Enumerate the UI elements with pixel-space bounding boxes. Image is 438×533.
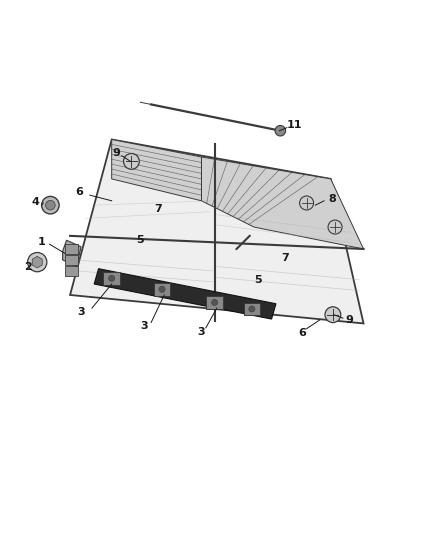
Polygon shape — [63, 240, 81, 266]
Polygon shape — [112, 140, 201, 201]
Circle shape — [325, 307, 341, 322]
Circle shape — [28, 253, 47, 272]
Text: 11: 11 — [286, 120, 302, 131]
Text: 7: 7 — [281, 253, 289, 263]
Text: 1: 1 — [38, 237, 46, 247]
Polygon shape — [94, 269, 276, 319]
Text: 8: 8 — [328, 193, 336, 204]
Circle shape — [42, 197, 59, 214]
Polygon shape — [32, 256, 42, 268]
Text: 7: 7 — [154, 204, 162, 214]
Circle shape — [159, 286, 165, 292]
Circle shape — [212, 300, 218, 305]
Text: 3: 3 — [77, 308, 85, 318]
Circle shape — [300, 196, 314, 210]
Polygon shape — [103, 272, 120, 285]
Circle shape — [109, 275, 115, 281]
Circle shape — [275, 125, 286, 136]
Text: 2: 2 — [25, 262, 32, 271]
Polygon shape — [65, 244, 78, 254]
Circle shape — [249, 306, 255, 312]
Text: 5: 5 — [136, 235, 144, 245]
Circle shape — [328, 220, 342, 234]
Polygon shape — [244, 303, 260, 315]
Text: 5: 5 — [254, 274, 262, 285]
Circle shape — [124, 154, 139, 169]
Text: 6: 6 — [298, 328, 306, 338]
Circle shape — [46, 200, 55, 210]
Polygon shape — [201, 157, 364, 249]
Polygon shape — [154, 282, 170, 296]
Text: 9: 9 — [112, 148, 120, 158]
Text: 9: 9 — [346, 315, 353, 325]
Polygon shape — [206, 296, 223, 309]
Polygon shape — [65, 255, 78, 265]
Text: 3: 3 — [198, 327, 205, 337]
Text: 3: 3 — [141, 321, 148, 330]
Text: 6: 6 — [75, 187, 83, 197]
Polygon shape — [70, 140, 364, 324]
Text: 4: 4 — [32, 197, 40, 207]
Polygon shape — [65, 266, 78, 276]
